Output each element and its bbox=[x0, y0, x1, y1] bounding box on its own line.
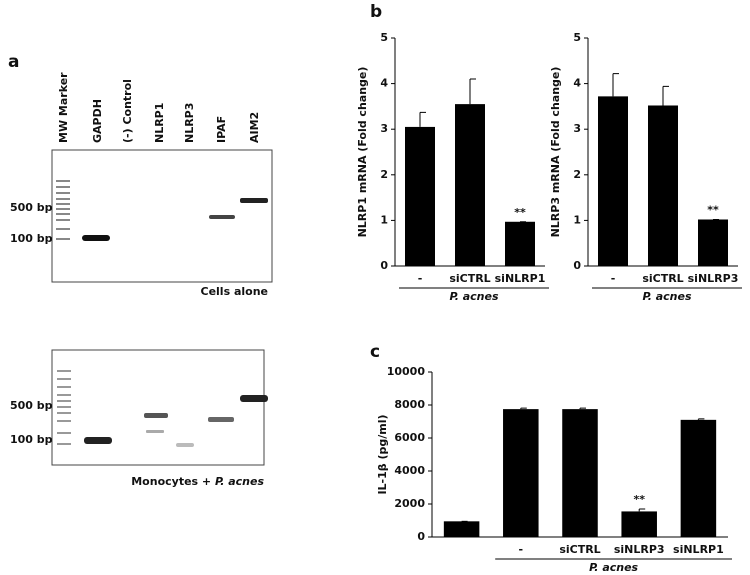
x-tick-label: siCTRL bbox=[559, 543, 600, 556]
y-tick-label: 5 bbox=[380, 31, 388, 44]
lane-label: (-) Control bbox=[121, 79, 134, 143]
bar bbox=[455, 104, 485, 267]
y-axis-label: NLRP3 mRNA (Fold change) bbox=[549, 67, 562, 238]
gel-bands bbox=[56, 180, 268, 241]
group-label: P. acnes bbox=[589, 561, 638, 574]
y-tick-label: 2 bbox=[380, 168, 388, 181]
error-bar bbox=[419, 111, 426, 127]
bar bbox=[698, 219, 728, 266]
x-tick-label: siNLRP1 bbox=[495, 272, 546, 285]
x-tick-label: siNLRP3 bbox=[688, 272, 739, 285]
lane-label: GAPDH bbox=[91, 99, 104, 143]
significance: ** bbox=[633, 493, 645, 506]
group-label: P. acnes bbox=[642, 290, 691, 303]
y-tick-label: 1 bbox=[380, 213, 388, 226]
y-tick-label: 3 bbox=[380, 122, 388, 135]
lane-label: NLRP1 bbox=[153, 103, 166, 143]
lane-label: NLRP3 bbox=[183, 103, 196, 143]
error-bar bbox=[697, 418, 705, 420]
panel-label: c bbox=[370, 342, 380, 362]
y-tick-label: 10000 bbox=[387, 365, 426, 378]
error-bar bbox=[612, 73, 619, 97]
bar bbox=[680, 419, 717, 537]
gel-image bbox=[51, 349, 265, 466]
gel-bands bbox=[57, 370, 268, 447]
y-axis-label: IL-1β (pg/ml) bbox=[376, 414, 389, 494]
significance: ** bbox=[707, 203, 719, 216]
y-tick-label: 6000 bbox=[394, 431, 425, 444]
error-bar bbox=[520, 407, 527, 410]
y-tick-label: 0 bbox=[417, 530, 425, 543]
bar bbox=[405, 126, 435, 266]
x-tick-label: siCTRL bbox=[642, 272, 683, 285]
y-tick-label: 4 bbox=[380, 77, 388, 90]
lane-label: IPAF bbox=[215, 116, 228, 143]
x-tick-label: siCTRL bbox=[449, 272, 490, 285]
size-marker: 100 bp bbox=[10, 433, 53, 446]
error-bar bbox=[662, 85, 669, 106]
bar bbox=[621, 511, 657, 537]
size-marker: 500 bp bbox=[10, 399, 53, 412]
bar bbox=[648, 105, 678, 266]
size-marker: 500 bp bbox=[10, 201, 53, 214]
y-tick-label: 0 bbox=[573, 259, 581, 272]
gel-caption: Monocytes + P. acnes bbox=[131, 475, 264, 488]
y-tick-label: 3 bbox=[573, 122, 581, 135]
x-tick-label: - bbox=[519, 543, 524, 556]
lane-label: MW Marker bbox=[57, 72, 70, 143]
gel-caption: Cells alone bbox=[201, 285, 269, 298]
y-tick-label: 8000 bbox=[394, 398, 425, 411]
significance: ** bbox=[514, 206, 526, 219]
size-marker: 100 bp bbox=[10, 232, 53, 245]
x-tick-label: siNLRP1 bbox=[673, 543, 724, 556]
bar bbox=[503, 409, 539, 537]
x-tick-label: - bbox=[418, 272, 423, 285]
error-bar bbox=[579, 407, 586, 410]
y-tick-label: 2 bbox=[573, 168, 581, 181]
error-bar bbox=[469, 78, 476, 105]
y-tick-label: 0 bbox=[380, 259, 388, 272]
caption-text: Monocytes + bbox=[131, 475, 215, 488]
panel-label: b bbox=[370, 2, 382, 22]
bar bbox=[562, 409, 598, 537]
bar bbox=[443, 521, 480, 537]
error-bar bbox=[638, 508, 646, 512]
bar bbox=[598, 96, 628, 266]
y-tick-label: 2000 bbox=[394, 497, 425, 510]
y-tick-label: 4000 bbox=[394, 464, 425, 477]
y-tick-label: 1 bbox=[573, 213, 581, 226]
y-tick-label: 5 bbox=[573, 31, 581, 44]
bar bbox=[505, 221, 535, 266]
gel-image bbox=[51, 149, 273, 283]
y-axis-label: NLRP1 mRNA (Fold change) bbox=[356, 67, 369, 238]
caption-text: P. acnes bbox=[215, 475, 264, 488]
group-label: P. acnes bbox=[449, 290, 498, 303]
lane-label: AIM2 bbox=[248, 112, 261, 143]
x-tick-label: - bbox=[611, 272, 616, 285]
panel-label: a bbox=[8, 52, 19, 72]
x-tick-label: siNLRP3 bbox=[614, 543, 665, 556]
y-tick-label: 4 bbox=[573, 77, 581, 90]
